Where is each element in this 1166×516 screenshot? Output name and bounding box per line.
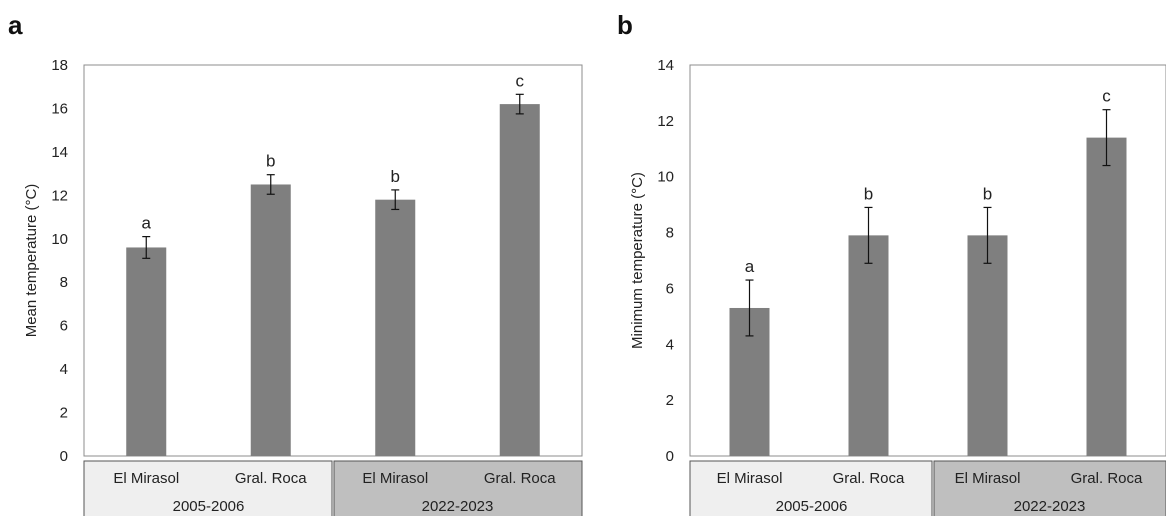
- chart-b-bar-1: [848, 235, 889, 456]
- chart-a-ytick-label-8: 16: [51, 100, 68, 117]
- chart-a-ytick-label-7: 14: [51, 144, 68, 161]
- chart-a-ytick-label-5: 10: [51, 231, 68, 248]
- chart-a: a 0 2 4 6 8 10 12 14 16 18 Mean temperature (°C) a b b…: [8, 10, 583, 516]
- chart-b-ytick-label-2: 4: [666, 336, 674, 353]
- chart-b-ytick-label-7: 14: [657, 57, 674, 74]
- chart-b-group-label-1: 2022-2023: [1014, 498, 1086, 515]
- chart-a-group-box-0: [83, 460, 333, 516]
- chart-a-bar-3: [499, 104, 540, 456]
- chart-a-ytick-label-3: 6: [60, 318, 68, 335]
- chart-b-significance-label-2: b: [983, 184, 992, 203]
- chart-a-bar-2: [375, 199, 416, 456]
- chart-b-bar-2: [967, 235, 1008, 456]
- chart-a-significance-label-2: b: [391, 167, 400, 186]
- chart-b-ytick-label-3: 6: [666, 280, 674, 297]
- chart-b-ytick-label-5: 10: [657, 169, 674, 186]
- chart-a-ytick-label-9: 18: [51, 57, 68, 74]
- chart-b-plot-frame: [689, 64, 1166, 457]
- chart-b-category-label-0: El Mirasol: [717, 470, 783, 487]
- chart-b-bar-3: [1086, 137, 1127, 456]
- chart-a-group-box-1: [333, 460, 583, 516]
- chart-b-group-box-1: [933, 460, 1166, 516]
- chart-b-ytick-label-6: 12: [657, 113, 674, 130]
- chart-a-category-label-2: El Mirasol: [362, 470, 428, 487]
- chart-a-bar-1: [250, 184, 291, 456]
- chart-a-ytick-label-1: 2: [60, 405, 68, 422]
- chart-b-panel-letter: b: [617, 10, 633, 40]
- chart-a-plot-frame: [83, 64, 583, 457]
- chart-a-category-label-3: Gral. Roca: [484, 470, 556, 487]
- chart-b-category-label-1: Gral. Roca: [833, 470, 905, 487]
- chart-a-category-label-1: Gral. Roca: [235, 470, 307, 487]
- chart-b-significance-label-3: c: [1102, 87, 1111, 106]
- chart-a-ytick-label-6: 12: [51, 187, 68, 204]
- chart-b-ytick-label-1: 2: [666, 392, 674, 409]
- chart-a-bar-0: [126, 247, 167, 456]
- chart-a-ytick-label-2: 4: [60, 361, 68, 378]
- chart-a-significance-label-1: b: [266, 152, 275, 171]
- chart-a-significance-label-3: c: [516, 71, 525, 90]
- chart-a-panel-letter: a: [8, 10, 23, 40]
- chart-a-group-label-0: 2005-2006: [173, 498, 245, 515]
- chart-b-ytick-label-0: 0: [666, 448, 674, 465]
- chart-b-category-label-3: Gral. Roca: [1071, 470, 1143, 487]
- chart-a-ylabel: Mean temperature (°C): [23, 184, 40, 338]
- chart-b-group-box-0: [689, 460, 933, 516]
- chart-a-category-label-0: El Mirasol: [113, 470, 179, 487]
- chart-b: b 0 2 4 6 8 10 12 14 Minimum temperature (°C) a b b c…: [617, 10, 1166, 516]
- chart-b-category-label-2: El Mirasol: [955, 470, 1021, 487]
- chart-b-significance-label-1: b: [864, 184, 873, 203]
- chart-b-ylabel: Minimum temperature (°C): [629, 172, 646, 349]
- chart-a-group-label-1: 2022-2023: [422, 498, 494, 515]
- chart-b-ytick-label-4: 8: [666, 225, 674, 242]
- chart-a-ytick-label-4: 8: [60, 274, 68, 291]
- chart-b-significance-label-0: a: [745, 257, 755, 276]
- chart-b-group-label-0: 2005-2006: [776, 498, 848, 515]
- chart-a-ytick-label-0: 0: [60, 448, 68, 465]
- chart-a-significance-label-0: a: [142, 214, 152, 233]
